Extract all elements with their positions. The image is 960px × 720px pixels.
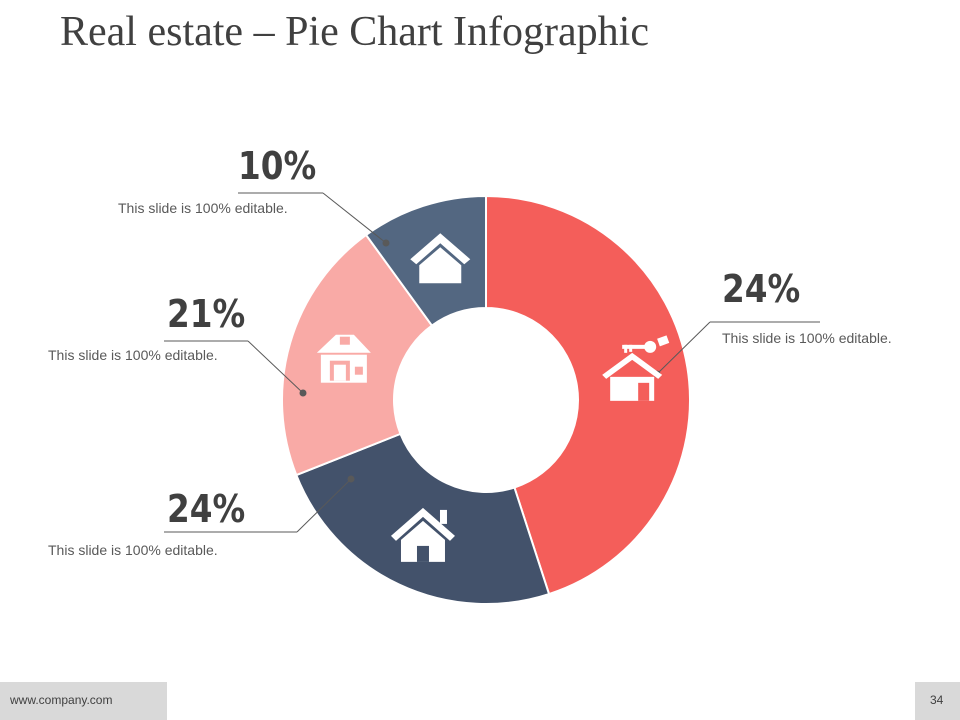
page-number-text: 34	[930, 693, 944, 707]
house-with-window-icon	[316, 334, 371, 383]
website-text: www.company.com	[10, 693, 113, 707]
leader-dot	[299, 389, 307, 397]
leader-dot	[347, 475, 355, 483]
description-10: This slide is 100% editable.	[118, 200, 288, 216]
leader-line	[238, 192, 390, 247]
footer-website: www.company.com	[0, 682, 167, 720]
value-label-24-coral: 24%	[722, 267, 801, 311]
leader-line	[164, 340, 307, 397]
donut-slice	[485, 194, 691, 596]
leader-line	[164, 475, 355, 533]
leader-dot	[382, 239, 390, 247]
description-24-coral: This slide is 100% editable.	[722, 330, 892, 346]
value-label-10: 10%	[238, 144, 317, 188]
value-label-24-navy: 24%	[167, 487, 246, 531]
value-label-21: 21%	[167, 292, 246, 336]
page-title: Real estate – Pie Chart Infographic	[60, 9, 649, 55]
donut-slice	[295, 432, 551, 605]
house-with-key-icon	[602, 335, 670, 401]
home-outline-icon	[410, 233, 471, 284]
house-icon	[390, 507, 455, 562]
description-21: This slide is 100% editable.	[48, 347, 218, 363]
description-24-navy: This slide is 100% editable.	[48, 542, 218, 558]
footer-page-number: 34	[915, 682, 960, 720]
